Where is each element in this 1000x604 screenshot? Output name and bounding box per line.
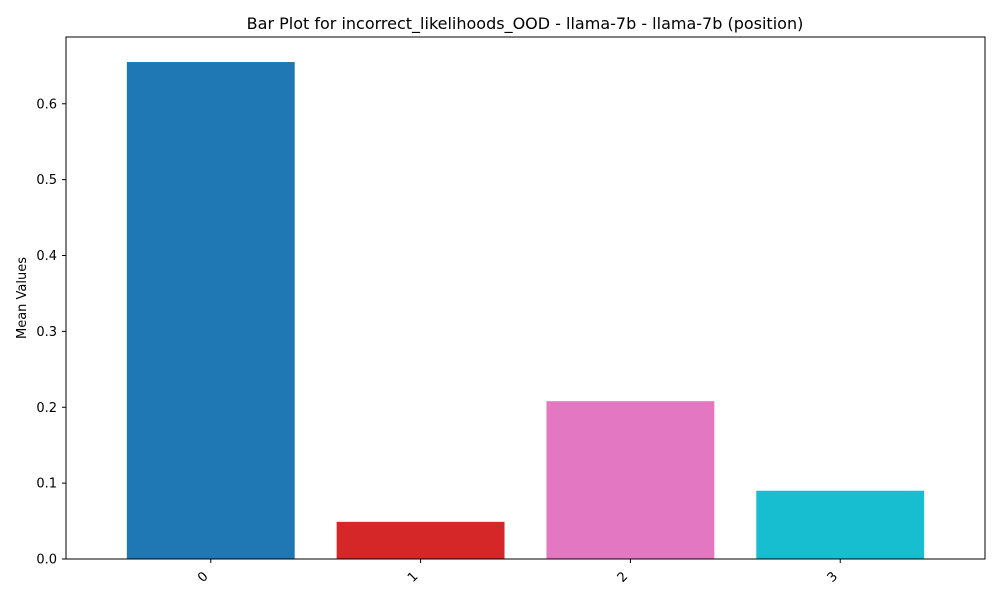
y-axis-ticks: 0.0 0.1 0.2 0.3 0.4 0.5 0.6 — [36, 97, 66, 568]
y-tick-label: 0.5 — [36, 173, 57, 188]
y-tick-label: 0.2 — [36, 401, 57, 416]
chart-title: Bar Plot for incorrect_likelihoods_OOD -… — [247, 14, 804, 34]
x-tick-label: 2 — [615, 569, 631, 585]
y-tick-label: 0.1 — [36, 477, 57, 492]
y-tick-label: 0.6 — [36, 97, 57, 112]
bar-0 — [126, 62, 295, 559]
y-tick-label: 0.4 — [36, 249, 57, 264]
bar-2 — [546, 401, 715, 559]
y-tick-label: 0.3 — [36, 325, 57, 340]
y-axis-label: Mean Values — [15, 257, 30, 339]
bar-1 — [336, 521, 505, 559]
bar-3 — [756, 490, 925, 559]
x-tick-label: 3 — [825, 569, 841, 585]
x-tick-label: 1 — [405, 569, 421, 585]
plot-frame — [65, 36, 986, 560]
y-tick-label: 0.0 — [36, 553, 57, 568]
x-tick-label: 0 — [195, 569, 211, 585]
x-axis-ticks: 0 1 2 3 — [195, 559, 841, 586]
bars-layer — [126, 62, 925, 559]
